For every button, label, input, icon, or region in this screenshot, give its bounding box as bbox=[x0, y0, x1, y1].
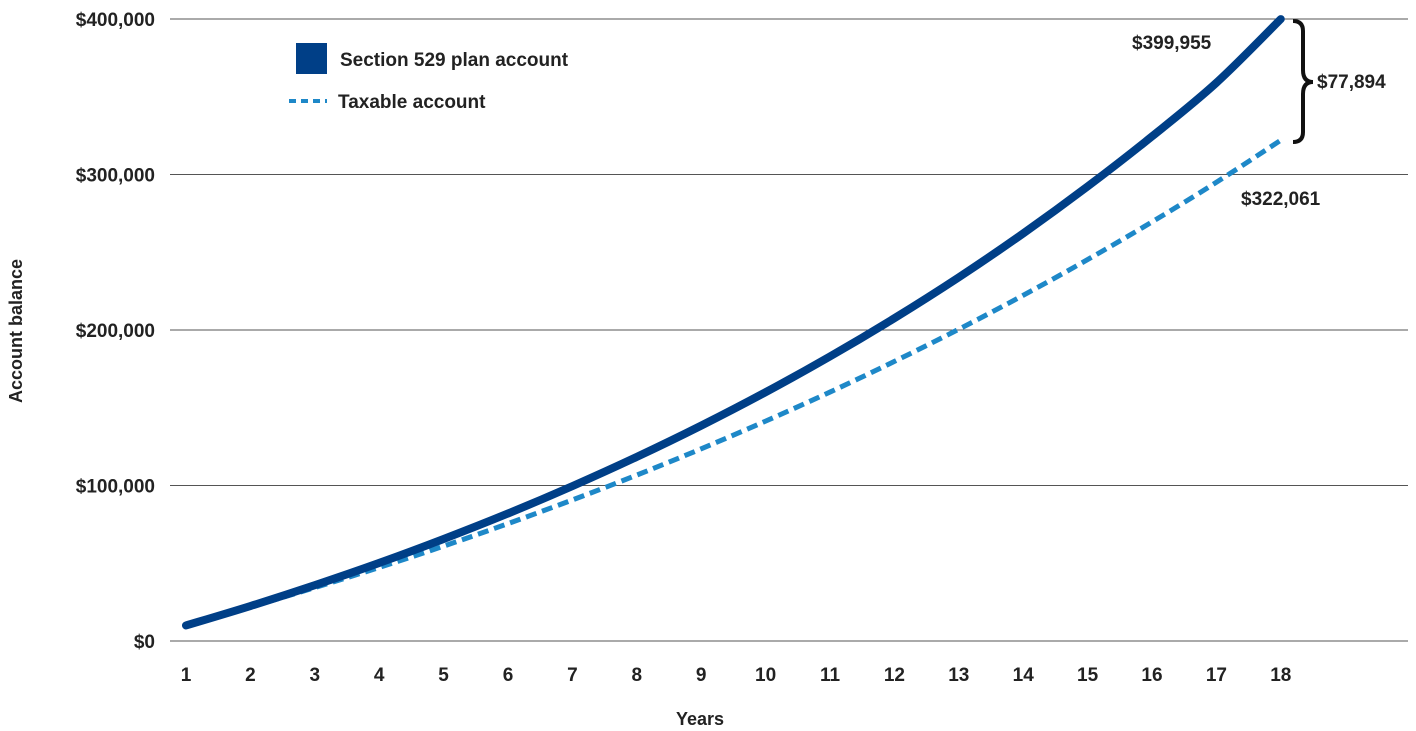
end-value-529-label: $399,955 bbox=[1132, 33, 1212, 54]
x-tick-label: 17 bbox=[1206, 665, 1227, 686]
difference-label: $77,894 bbox=[1317, 72, 1386, 93]
series-lines bbox=[182, 15, 1285, 630]
x-tick-label: 18 bbox=[1270, 665, 1291, 686]
x-tick-label: 8 bbox=[632, 665, 643, 686]
x-tick-label: 14 bbox=[1013, 665, 1035, 686]
y-tick-label: $100,000 bbox=[76, 477, 155, 498]
y-tick-label: $200,000 bbox=[76, 321, 155, 342]
x-tick-labels: 1 2 3 4 5 6 7 8 9 10 11 12 13 14 15 16 17 18 bbox=[181, 665, 1292, 686]
x-tick-label: 1 bbox=[181, 665, 192, 686]
y-tick-label: $300,000 bbox=[76, 166, 155, 187]
x-tick-label: 4 bbox=[374, 665, 385, 686]
x-tick-label: 6 bbox=[503, 665, 514, 686]
x-tick-label: 11 bbox=[820, 665, 841, 686]
legend-label-529: Section 529 plan account bbox=[340, 50, 569, 71]
legend-label-taxable: Taxable account bbox=[338, 92, 486, 113]
x-tick-label: 10 bbox=[755, 665, 776, 686]
x-axis-title: Years bbox=[676, 709, 724, 729]
x-tick-label: 2 bbox=[245, 665, 256, 686]
gridlines bbox=[170, 18, 1408, 642]
x-tick-label: 15 bbox=[1077, 665, 1099, 686]
end-value-taxable-label: $322,061 bbox=[1241, 189, 1321, 210]
y-tick-labels: $0 $100,000 $200,000 $300,000 $400,000 bbox=[76, 10, 155, 653]
difference-brace bbox=[1292, 19, 1314, 144]
y-tick-label: $400,000 bbox=[76, 10, 155, 31]
x-tick-label: 3 bbox=[310, 665, 321, 686]
x-tick-label: 9 bbox=[696, 665, 707, 686]
legend-swatch-529 bbox=[296, 43, 327, 74]
x-tick-label: 5 bbox=[438, 665, 449, 686]
x-tick-label: 12 bbox=[884, 665, 905, 686]
series-line-529 bbox=[182, 15, 1285, 630]
x-tick-label: 13 bbox=[948, 665, 969, 686]
legend: Section 529 plan account Taxable account bbox=[289, 43, 569, 113]
series-line-taxable bbox=[185, 138, 1283, 628]
x-tick-label: 7 bbox=[567, 665, 578, 686]
y-tick-label: $0 bbox=[134, 632, 155, 653]
y-axis-title: Account balance bbox=[6, 259, 26, 403]
x-tick-label: 16 bbox=[1141, 665, 1162, 686]
